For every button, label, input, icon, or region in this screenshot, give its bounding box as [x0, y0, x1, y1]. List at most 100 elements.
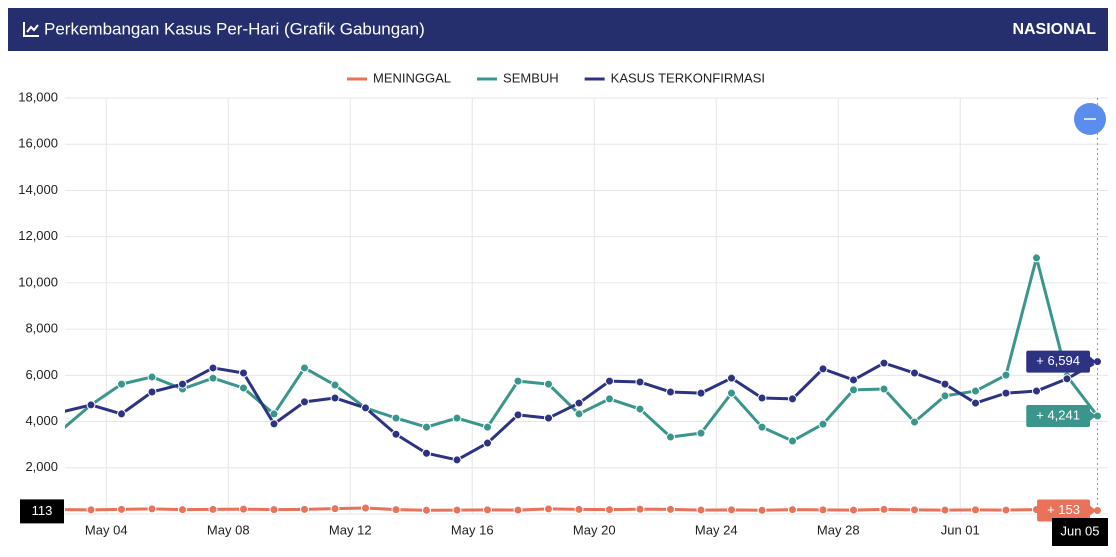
- data-point: [544, 504, 553, 514]
- data-point: [696, 428, 706, 438]
- data-point: [788, 505, 797, 515]
- value-label-box: [1037, 499, 1090, 522]
- value-label-pointer: [1090, 505, 1096, 516]
- data-point: [849, 385, 858, 395]
- data-point: [300, 397, 309, 407]
- data-point: [452, 413, 462, 423]
- value-label-pointer: [1090, 356, 1096, 367]
- data-point: [483, 422, 492, 432]
- data-point: [605, 376, 614, 386]
- legend-item: MENINGGAL: [347, 70, 451, 85]
- x-tick-label: May 28: [817, 522, 860, 537]
- data-point: [757, 422, 767, 432]
- data-point: [879, 358, 889, 368]
- data-point: [452, 505, 462, 515]
- data-point: [544, 379, 553, 389]
- y-tick-label: 4,000: [25, 413, 58, 428]
- data-point: [788, 394, 797, 404]
- data-point: [483, 438, 492, 448]
- data-point: [940, 379, 950, 389]
- data-point: [513, 410, 523, 420]
- data-point: [422, 448, 431, 458]
- legend-label: KASUS TERKONFIRMASI: [611, 70, 765, 85]
- data-point: [239, 368, 248, 378]
- data-point: [910, 368, 919, 378]
- data-point: [635, 504, 645, 514]
- x-tick-label: May 04: [85, 522, 128, 537]
- value-label: + 4,241: [1026, 404, 1096, 427]
- data-point: [727, 373, 736, 383]
- data-point: [117, 379, 126, 389]
- data-point: [513, 376, 523, 386]
- data-point: [208, 504, 218, 514]
- data-point: [147, 372, 157, 382]
- data-point: [57, 427, 65, 435]
- data-point: [330, 380, 340, 390]
- chart-title: Perkembangan Kasus Per-Hari (Grafik Gabu…: [44, 19, 425, 38]
- data-point: [422, 422, 431, 432]
- data-point: [605, 505, 614, 515]
- data-point: [635, 404, 645, 414]
- data-point: [147, 387, 157, 397]
- data-point: [666, 432, 675, 442]
- data-point: [574, 504, 584, 514]
- x-tick-label: May 20: [573, 522, 616, 537]
- data-point: [940, 505, 950, 515]
- x-tick-label: May 08: [207, 522, 250, 537]
- data-point: [971, 386, 980, 396]
- legend-item: KASUS TERKONFIRMASI: [584, 70, 765, 85]
- data-point: [1062, 374, 1072, 384]
- data-point: [117, 409, 126, 419]
- legend-label: MENINGGAL: [373, 70, 451, 85]
- data-point: [330, 393, 340, 403]
- data-point: [208, 373, 218, 383]
- data-point: [1032, 253, 1041, 263]
- header-bar: [8, 8, 1108, 51]
- y-tick-label: 14,000: [18, 182, 58, 197]
- value-label-box: [1026, 404, 1090, 427]
- data-point: [849, 505, 858, 515]
- value-label-text: + 6,594: [1036, 353, 1080, 368]
- data-point: [971, 398, 980, 408]
- data-point: [1032, 386, 1041, 396]
- data-point: [605, 394, 614, 404]
- data-point: [147, 504, 157, 514]
- y-tick-label: 6,000: [25, 367, 58, 382]
- value-label-box: [1026, 350, 1090, 373]
- legend-label: SEMBUH: [503, 70, 559, 85]
- data-point: [696, 505, 706, 515]
- data-point: [757, 505, 767, 515]
- data-point: [849, 375, 858, 385]
- region-label: NASIONAL: [1012, 21, 1096, 38]
- data-point: [1001, 370, 1011, 380]
- data-point: [910, 505, 919, 515]
- zoom-button[interactable]: [1074, 103, 1106, 135]
- data-point: [208, 363, 218, 373]
- data-point: [117, 504, 126, 514]
- data-point: [269, 419, 279, 429]
- x-tick-label: May 12: [329, 522, 372, 537]
- data-point: [239, 504, 248, 514]
- y-tick-label: 10,000: [18, 274, 58, 289]
- data-point: [574, 409, 584, 419]
- crosshair-y-box: [20, 499, 64, 524]
- crosshair-y-label: 113: [32, 503, 53, 518]
- data-point: [940, 391, 950, 401]
- value-label-text: + 153: [1047, 502, 1080, 517]
- data-point: [391, 505, 401, 515]
- data-point: [422, 505, 431, 515]
- data-point: [574, 398, 584, 408]
- data-point: [910, 417, 919, 427]
- x-tick-label: May 16: [451, 522, 494, 537]
- y-tick-label: 16,000: [18, 136, 58, 151]
- data-point: [1001, 388, 1011, 398]
- data-point: [788, 436, 797, 446]
- data-point: [818, 419, 828, 429]
- y-tick-label: 2,000: [25, 459, 58, 474]
- value-label-pointer: [1090, 410, 1096, 421]
- data-point: [544, 413, 553, 423]
- data-point: [178, 379, 187, 389]
- data-point: [86, 505, 96, 515]
- value-label: + 153: [1037, 499, 1096, 522]
